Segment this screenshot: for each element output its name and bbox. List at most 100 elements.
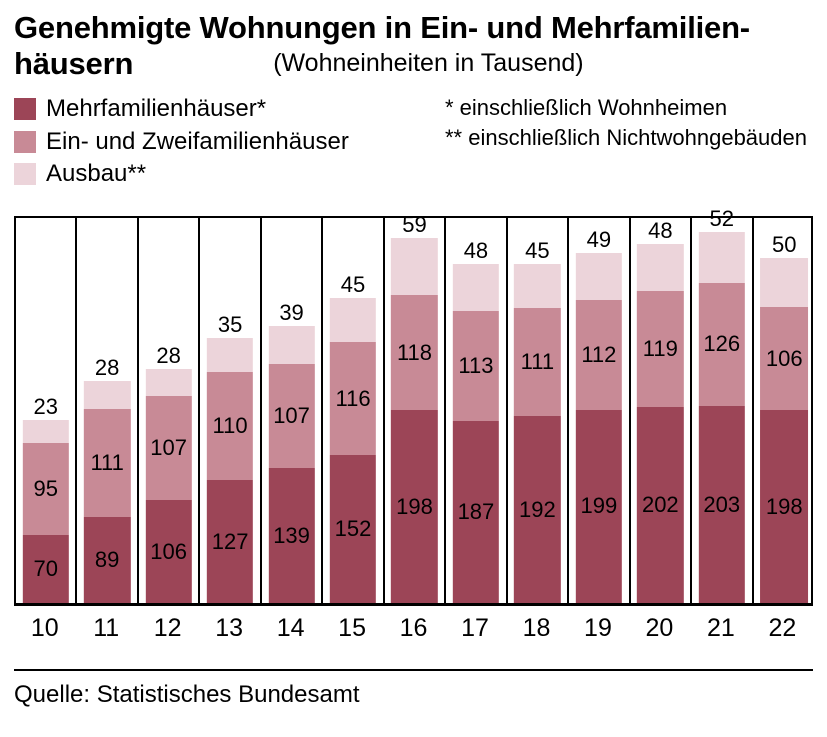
stacked-bar: 52 126 203 xyxy=(699,232,745,603)
bar-segment-value: 187 xyxy=(458,501,495,523)
bar-segment-value: 48 xyxy=(464,240,488,262)
bar-segment-einzwei: 112 xyxy=(576,300,622,409)
stacked-bar: 59118198 xyxy=(391,238,437,603)
x-tick: 19 xyxy=(567,614,628,643)
bar-segment-einzwei: 95 xyxy=(23,443,69,536)
bar-segment-value: 52 xyxy=(710,208,734,230)
chart-cell: 45111192 xyxy=(508,218,569,603)
stacked-bar: 45111 192 xyxy=(514,264,560,603)
bar-segment-ausbau: 45 xyxy=(330,298,376,342)
source-text: Quelle: Statistisches Bundesamt xyxy=(14,681,813,709)
bar-segment-value: 119 xyxy=(643,338,678,360)
bar-segment-value: 192 xyxy=(519,499,556,521)
bar-segment-ausbau: 48 xyxy=(453,264,499,311)
bar-segment-mehrfamilien: 139 xyxy=(268,468,314,603)
x-tick: 10 xyxy=(14,614,75,643)
title-line-2: häusern xyxy=(14,46,133,82)
bar-segment-value: 127 xyxy=(212,531,249,553)
bar-segment-value: 126 xyxy=(703,333,740,355)
stacked-bar: 48 113 187 xyxy=(453,264,499,603)
chart-plot-area: 2395702811189281071063511012739107139451… xyxy=(14,216,813,606)
chart-cell: 50 106 198 xyxy=(754,218,815,603)
bar-segment-value: 106 xyxy=(766,348,803,370)
bar-segment-mehrfamilien: 202 xyxy=(637,407,683,604)
chart-cell: 45 116 152 xyxy=(323,218,384,603)
bar-segment-value: 45 xyxy=(525,240,549,262)
x-tick: 20 xyxy=(629,614,690,643)
chart-cell: 59118198 xyxy=(385,218,446,603)
bar-segment-value: 152 xyxy=(335,518,372,540)
bar-segment-value: 116 xyxy=(335,388,370,410)
bar-segment-value: 50 xyxy=(772,234,796,256)
stacked-bar: 239570 xyxy=(23,420,69,603)
bar-segment-einzwei: 107 xyxy=(268,364,314,468)
stacked-bar: 49 112 199 xyxy=(576,253,622,604)
bar-segment-ausbau: 39 xyxy=(268,326,314,364)
title-block: Genehmigte Wohnungen in Ein- und Mehrfam… xyxy=(14,10,750,81)
bar-segment-ausbau: 52 xyxy=(699,232,745,283)
bar-segment-value: 107 xyxy=(150,437,187,459)
bar-segment-mehrfamilien: 199 xyxy=(576,410,622,604)
title-line-1: Genehmigte Wohnungen in Ein- und Mehrfam… xyxy=(14,10,750,46)
bar-segment-einzwei: 126 xyxy=(699,283,745,406)
legend-and-footnotes: Mehrfamilienhäuser* Ein- und Zweifamilie… xyxy=(14,93,813,190)
bar-segment-ausbau: 35 xyxy=(207,338,253,372)
legend-item-mehrfamilien: Mehrfamilienhäuser* xyxy=(14,93,349,125)
chart-cell: 49 112 199 xyxy=(569,218,630,603)
bar-segment-value: 48 xyxy=(648,220,672,242)
legend-label: Ein- und Zweifamilienhäuser xyxy=(46,126,349,158)
x-tick: 17 xyxy=(444,614,505,643)
chart-page: Genehmigte Wohnungen in Ein- und Mehrfam… xyxy=(0,0,827,737)
bar-segment-einzwei: 107 xyxy=(145,396,191,500)
bar-segment-value: 139 xyxy=(273,525,310,547)
bar-segment-value: 118 xyxy=(397,342,432,364)
bar-segment-einzwei: 116 xyxy=(330,342,376,455)
chart-cell: 52 126 203 xyxy=(692,218,753,603)
swatch-einzwei xyxy=(14,131,36,153)
bar-segment-value: 199 xyxy=(580,495,617,517)
bar-segment-mehrfamilien: 127 xyxy=(207,480,253,604)
bar-segment-mehrfamilien: 198 xyxy=(391,410,437,603)
bar-segment-value: 113 xyxy=(458,355,493,377)
stacked-bar: 50106198 xyxy=(760,258,808,603)
bar-segment-mehrfamilien: 89 xyxy=(84,517,130,604)
bar-segment-einzwei: 106 xyxy=(760,307,808,410)
bar-segment-ausbau: 49 xyxy=(576,253,622,301)
bar-segment-ausbau: 28 xyxy=(145,369,191,396)
bar-segment-mehrfamilien: 152 xyxy=(330,455,376,603)
x-tick: 21 xyxy=(690,614,751,643)
chart-cell: 48 113 187 xyxy=(446,218,507,603)
bar-segment-value: 28 xyxy=(95,357,119,379)
bar-segment-value: 45 xyxy=(341,274,365,296)
stacked-bar: 39107 139 xyxy=(268,326,314,604)
legend: Mehrfamilienhäuser* Ein- und Zweifamilie… xyxy=(14,93,349,190)
stacked-bar: 35 110 127 xyxy=(207,338,253,603)
bar-segment-mehrfamilien: 187 xyxy=(453,421,499,603)
bar-segment-value: 112 xyxy=(581,344,616,366)
bar-segment-mehrfamilien: 198 xyxy=(760,410,808,603)
legend-item-einzwei: Ein- und Zweifamilienhäuser xyxy=(14,126,349,158)
bar-segment-einzwei: 118 xyxy=(391,295,437,410)
stacked-bar: 28107106 xyxy=(145,369,191,604)
bar-segment-einzwei: 111 xyxy=(84,409,130,517)
bar-segment-ausbau: 45 xyxy=(514,264,560,308)
subtitle-right: (Wohneinheiten in Tausend) xyxy=(273,49,583,81)
legend-label: Mehrfamilienhäuser* xyxy=(46,93,266,125)
swatch-mehrfamilien xyxy=(14,98,36,120)
bar-segment-value: 35 xyxy=(218,314,242,336)
x-tick: 12 xyxy=(137,614,198,643)
bar-segment-value: 70 xyxy=(33,558,57,580)
bar-segment-value: 203 xyxy=(703,494,740,516)
bar-segment-ausbau: 28 xyxy=(84,381,130,408)
bar-segment-value: 28 xyxy=(156,345,180,367)
bar-segment-value: 89 xyxy=(95,549,119,571)
bar-segment-value: 110 xyxy=(213,415,248,437)
bar-segment-einzwei: 111 xyxy=(514,308,560,416)
x-tick: 13 xyxy=(198,614,259,643)
bar-segment-value: 95 xyxy=(33,478,57,500)
separator-line xyxy=(14,669,813,671)
x-tick: 15 xyxy=(321,614,382,643)
bar-segment-einzwei: 119 xyxy=(637,291,683,407)
x-tick: 22 xyxy=(752,614,813,643)
chart-cell: 2811189 xyxy=(77,218,138,603)
